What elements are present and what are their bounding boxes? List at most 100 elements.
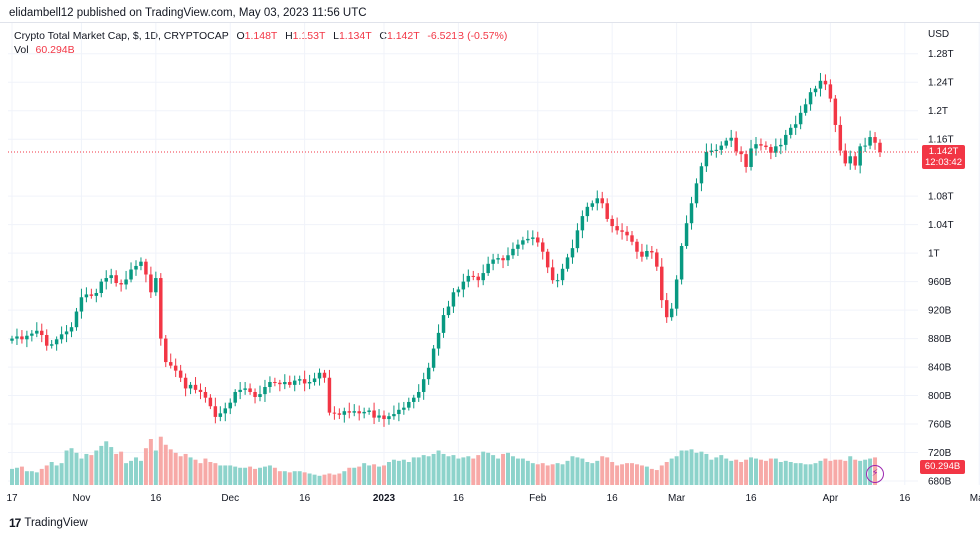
tradingview-footer[interactable]: 17 TradingView [9,516,88,530]
candle-body [84,294,89,298]
candle-body [421,379,426,392]
candle-body [605,203,609,219]
volume-bar [694,452,699,485]
candle-body [878,142,882,153]
candle-body [536,237,540,243]
volume-bar [758,459,763,485]
candle-body [154,278,158,293]
volume-bar [153,450,158,485]
candle-body [139,261,143,266]
volume-bar [223,465,228,485]
volume-bar [510,456,515,485]
candle-body [25,335,29,340]
candle-body [714,149,719,151]
candle-body [784,134,788,145]
candle-body [798,112,803,125]
volume-bar [689,449,694,485]
volume-bar [863,459,868,485]
volume-bar [749,457,754,485]
volume-bar [411,457,416,485]
candle-body [516,244,520,249]
volume-bar [610,462,615,485]
y-tick-label: 960B [928,277,952,288]
volume-bar [783,460,788,485]
candle-body [89,294,94,296]
tradingview-logo-icon: 17 [9,516,21,530]
volume-bar [94,450,99,485]
volume-bar [357,466,362,485]
volume-bar [362,463,367,485]
volume-bar [292,471,297,485]
candle-body [342,411,347,415]
candle-body [362,411,366,414]
candle-body [213,406,218,417]
volume-bar [228,465,233,485]
open-value: O1.148T [236,30,278,42]
volume-bar [634,464,639,485]
candle-body [397,409,401,415]
volume-bar [798,463,803,485]
volume-bar [327,473,332,485]
candle-body [481,273,485,281]
volume-bar [347,467,352,485]
symbol-name[interactable]: Crypto Total Market Cap, $, 1D, CRYPTOCA… [14,30,229,42]
lightning-icon[interactable]: ⚡ [866,465,884,483]
candle-body [868,137,872,146]
candle-body [506,255,510,261]
x-tick-label: 2023 [373,493,396,504]
candle-body [526,238,530,241]
volume-bar [659,465,664,485]
candle-body [739,151,743,155]
candle-body [99,281,104,294]
candle-body [278,382,282,385]
candle-body [764,145,768,148]
volume-bar [322,474,327,485]
candle-body [600,198,604,204]
chart-area[interactable]: USD 680B 720B 760B 800B 840B 880B 920B 960B 1T 1.0… [0,22,980,511]
volume-bar [253,468,258,485]
candle-body [451,292,456,307]
volume-bar [287,472,292,485]
volume-bar [481,451,486,485]
volume-bar [14,467,19,485]
candle-body [709,150,714,153]
volume-bar [138,460,143,485]
volume-bar [506,452,510,485]
candle-body [228,402,232,409]
candle-body [719,145,724,150]
candle-body [203,391,208,398]
candle-body [164,338,168,363]
volume-bar [550,464,555,485]
tradingview-brand: TradingView [24,517,88,529]
volume-bar [520,458,525,485]
volume-bar [585,462,590,485]
candle-body [664,300,669,318]
candle-body [858,146,862,166]
candle-body [615,226,619,231]
volume-bar [49,462,54,485]
volume-bar [823,458,828,485]
volume-label[interactable]: Vol [14,44,29,56]
volume-bar [59,463,64,485]
volume-bar [143,448,148,485]
volume-bar [10,468,14,485]
candle-body [124,279,128,285]
y-tick-label: 1.08T [928,192,954,203]
volume-bar [729,460,734,485]
candle-body [327,377,332,413]
candle-body [774,146,778,153]
candle-body [853,156,857,166]
volume-bar [560,464,565,485]
y-tick-label: 1T [928,249,940,260]
last-price-tag: 1.142T 12:03:42 [922,145,965,169]
candlestick-chart[interactable]: USD 680B 720B 760B 800B 840B 880B 920B 960B 1T 1.0… [0,23,980,511]
volume-bar [639,465,644,485]
candle-body [808,92,813,105]
candle-body [69,327,74,332]
candle-body [669,308,674,318]
volume-bar [456,458,461,485]
volume-bar [654,470,659,485]
volume-bar [858,460,863,485]
y-tick-label: 880B [928,334,952,345]
candle-body [793,124,798,128]
